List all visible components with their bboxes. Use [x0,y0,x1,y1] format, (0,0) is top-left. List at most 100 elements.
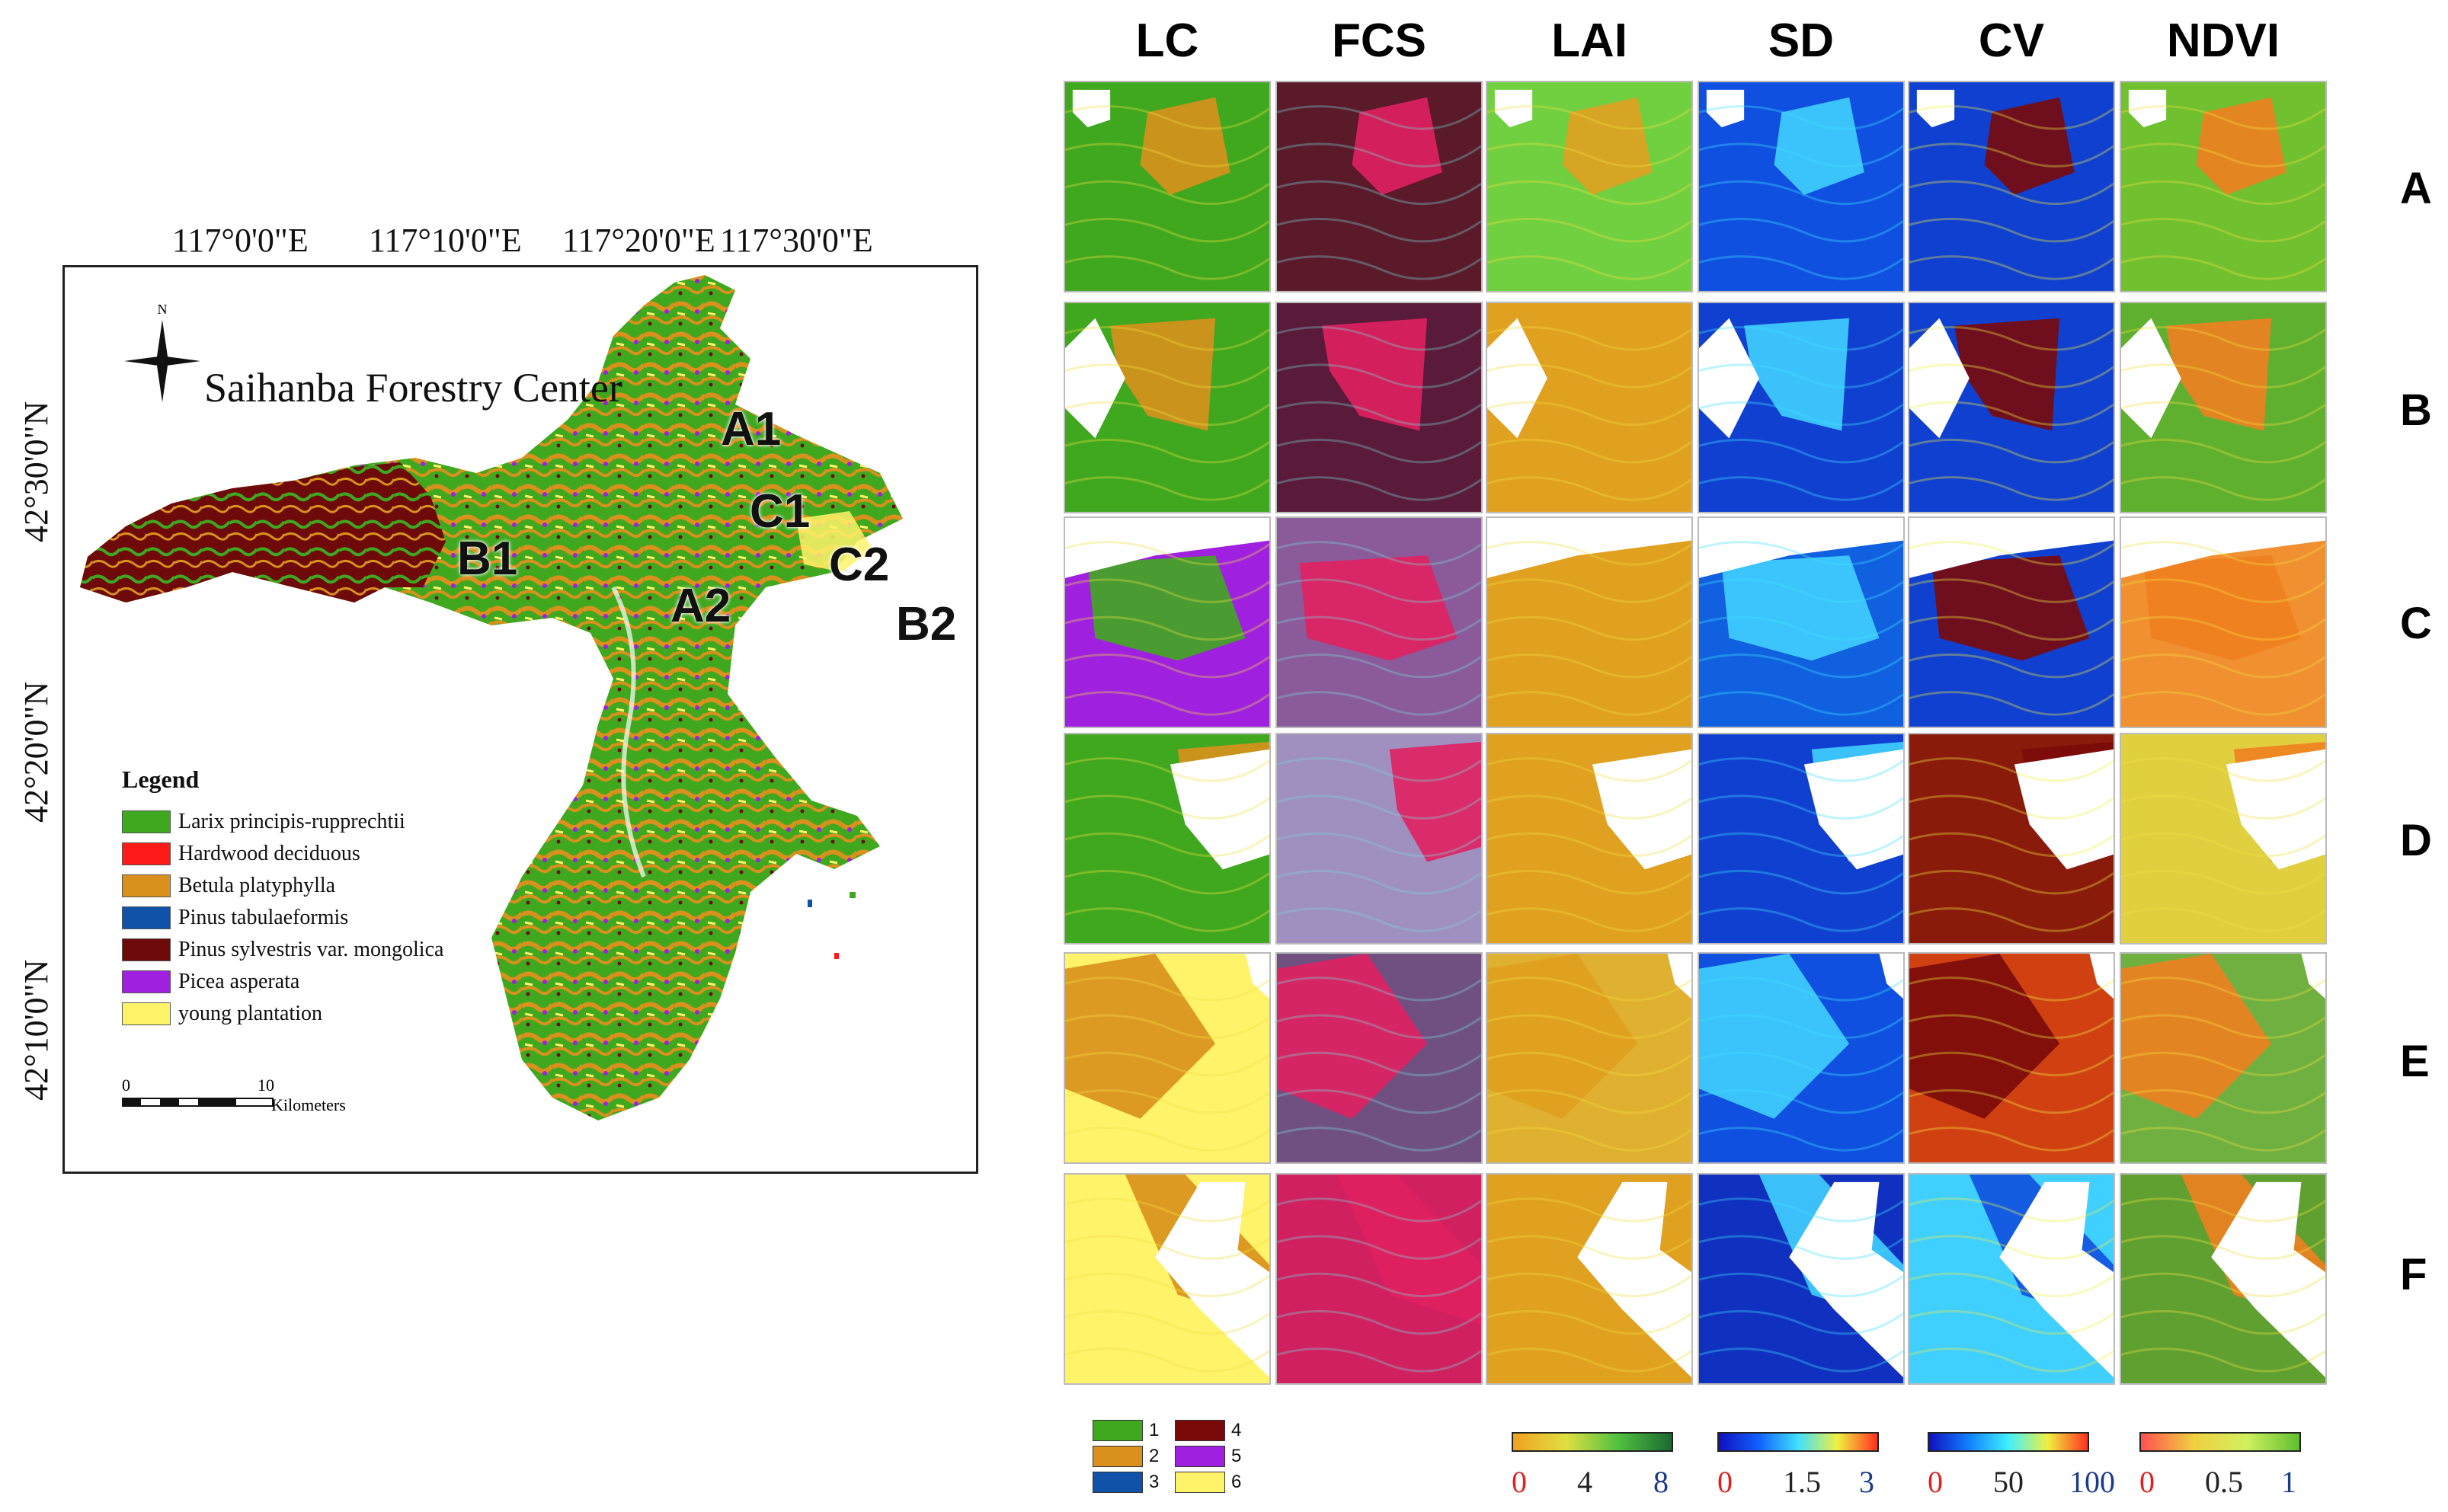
legend-title: Legend [122,766,200,793]
lon-label: 117°10'0"E [369,222,522,259]
map-thumbnail [1486,302,1693,513]
map-thumbnail [1698,302,1905,513]
north-label: N [158,303,168,317]
legend-swatch [122,874,171,897]
legend-label: Picea asperata [178,970,300,993]
map-thumbnail [1698,952,1905,1164]
map-thumbnail [1486,516,1693,728]
lc-key-swatch [1175,1472,1225,1493]
map-thumbnail [2120,1173,2327,1385]
site-label: B2 [896,598,957,651]
map-thumbnail [1064,1173,1271,1385]
lat-label: 42°20'0"N [18,681,55,823]
column-header: SD [1768,14,1835,67]
legend-swatch [122,970,171,993]
lc-key-swatch [1175,1446,1225,1467]
legend-label: Betula platyphylla [178,874,336,897]
legend-swatch [122,810,171,833]
map-thumbnail [1275,952,1483,1164]
legend-swatch [122,938,171,961]
map-thumbnail [1908,733,2115,945]
lc-key-item: 5 [1175,1446,1241,1467]
legend-item: Larix principis-rupprechtii [122,806,443,838]
row-label: D [2400,816,2432,865]
map-thumbnail [1908,81,2115,292]
map-frame [62,265,978,1174]
column-header: LC [1135,14,1199,67]
scale-bar: 0 10 Kilometers [122,1076,427,1121]
map-thumbnail [1486,952,1693,1164]
row-label: B [2400,385,2432,435]
site-label: B1 [457,532,518,585]
map-thumbnail [1486,81,1693,292]
lon-label: 117°20'0"E [562,222,715,259]
legend-item: Betula platyphylla [122,870,443,902]
legend-item: Picea asperata [122,966,443,998]
colorbar [1928,1432,2089,1452]
map-thumbnail [1064,302,1271,513]
legend-label: Hardwood deciduous [178,842,360,865]
map-title: Saihanba Forestry Center [204,365,622,411]
scale-ten: 10 [258,1076,274,1095]
colorbar-tick: 0 [1928,1465,1943,1499]
colorbar-tick: 1.5 [1783,1465,1821,1499]
legend-item: Pinus tabulaeformis [122,902,443,934]
colorbar-tick: 4 [1577,1465,1592,1499]
north-arrow-icon: N [124,303,200,402]
lc-key-swatch [1093,1420,1143,1441]
site-label: A2 [670,580,731,632]
lc-key-label: 2 [1149,1446,1160,1466]
colorbar-tick: 8 [1653,1465,1669,1499]
scale-bar-graphic [122,1098,274,1107]
lat-label: 42°30'0"N [18,401,55,542]
map-thumbnail [1064,952,1271,1164]
legend-swatch [122,842,171,865]
row-label: C [2400,599,2432,648]
colorbar-tick: 50 [1993,1465,2024,1499]
lc-key-swatch [1093,1472,1143,1493]
map-thumbnail [2120,952,2327,1164]
map-thumbnail [1908,1173,2115,1385]
colorbar-tick: 1 [2281,1465,2296,1499]
map-thumbnail [1275,733,1483,945]
legend-swatch [122,906,171,929]
map-thumbnail [1908,302,2115,513]
colorbar-tick: 100 [2069,1465,2115,1499]
map-thumbnail [1698,1173,1905,1385]
lc-key-item: 4 [1175,1420,1241,1441]
site-label: A1 [721,403,782,456]
map-thumbnail [1698,516,1905,728]
colorbar [2139,1432,2301,1452]
legend-rows: Larix principis-rupprechtii Hardwood deci… [122,806,443,1030]
map-thumbnail [2120,81,2327,292]
colorbar-tick: 0.5 [2205,1465,2243,1499]
map-thumbnail [1486,1173,1693,1385]
scale-zero: 0 [122,1076,130,1095]
column-header: CV [1978,14,2045,67]
lc-key-label: 3 [1149,1472,1160,1492]
lc-key-item: 6 [1175,1472,1241,1493]
forest-map [80,275,903,1120]
colorbar-tick: 0 [1717,1465,1733,1499]
map-legend: Legend Larix principis-rupprechtii Hardwo… [122,766,443,1030]
legend-item: Pinus sylvestris var. mongolica [122,934,443,966]
lc-key-label: 6 [1231,1472,1242,1492]
colorbar-tick: 0 [2139,1465,2155,1499]
row-label: A [2400,164,2432,213]
map-thumbnail [1486,733,1693,945]
lc-key-item: 2 [1093,1446,1159,1467]
site-label: C1 [750,485,811,538]
legend-label: Pinus tabulaeformis [178,906,349,929]
column-header: FCS [1332,14,1426,67]
map-thumbnail [1275,516,1483,728]
map-thumbnail [1275,81,1483,292]
colorbar-tick: 0 [1512,1465,1527,1499]
row-label: F [2400,1250,2427,1299]
lc-key-item: 3 [1093,1472,1159,1493]
map-thumbnail [2120,302,2327,513]
legend-swatch [122,1002,171,1025]
column-header: LAI [1551,14,1627,67]
map-thumbnail [1698,81,1905,292]
map-thumbnail [2120,516,2327,728]
row-label: E [2400,1037,2430,1086]
